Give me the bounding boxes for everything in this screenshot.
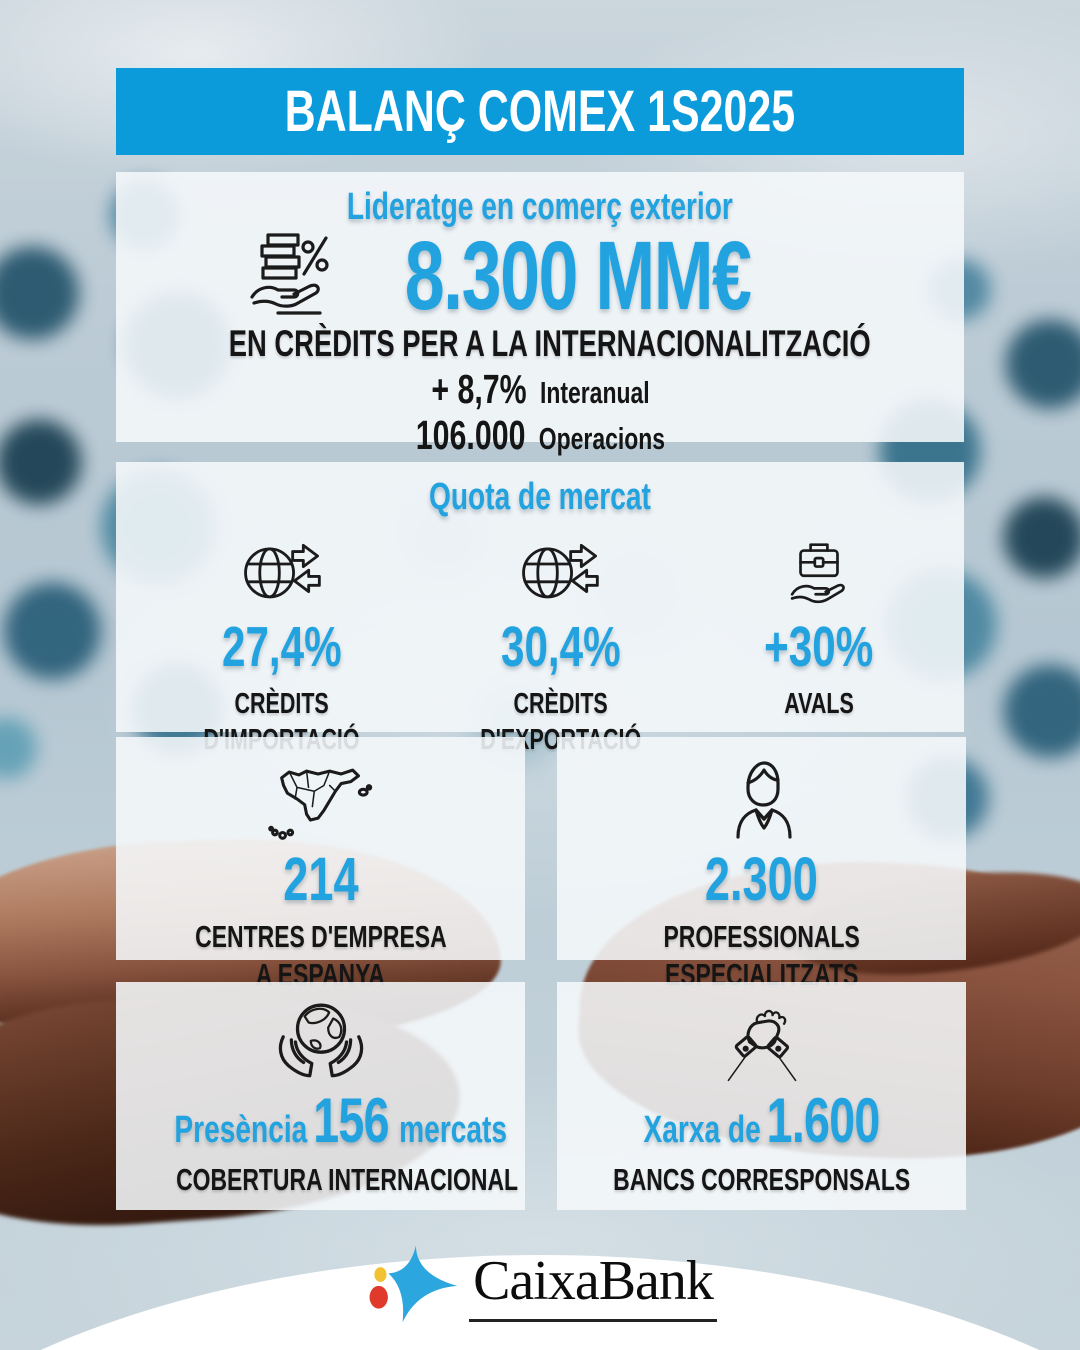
- caixabank-star-icon: [369, 1245, 458, 1323]
- guarantees-value: +30%: [763, 615, 874, 679]
- markets-value: 156: [313, 1086, 389, 1156]
- credit-subtitle: EN CRÈDITS PER A LA INTERNACIONALITZACIÓ: [228, 323, 871, 364]
- professional-icon: [735, 761, 792, 839]
- operations-label: Operacions: [538, 420, 665, 456]
- briefcase-hand-icon: [790, 543, 845, 604]
- operations-value: 106.000: [415, 411, 526, 458]
- globe-hands-icon: [278, 1003, 363, 1078]
- guarantees-column: +30% AVALS: [703, 531, 934, 759]
- globe-import-export-icon: [522, 543, 600, 599]
- network-prefix: Xarxa de: [643, 1109, 761, 1151]
- header-banner: BALANÇ COMEX 1S2025: [116, 68, 964, 155]
- interannual-growth-value: + 8,7%: [430, 366, 527, 412]
- coins-percent-hand-icon: [250, 233, 329, 315]
- leadership-card: Lideratge en comerç exterior 8.300 MM€ E…: [116, 172, 964, 456]
- coverage-label: COBERTURA INTERNACIONAL: [176, 1162, 519, 1197]
- market-share-card: Quota de mercat 27,4% CRÈDITS D'IMPORTAC…: [116, 462, 964, 756]
- guarantees-label: AVALS: [783, 688, 854, 720]
- business-centres-card: 214 CENTRES D'EMPRESA A ESPANYA: [116, 737, 525, 992]
- interannual-growth-label: Interanual: [539, 375, 650, 410]
- import-share-label-1: CRÈDITS: [234, 688, 329, 720]
- correspondent-banks-card: Xarxa de1.600 BANCS CORRESPONSALS: [557, 982, 966, 1210]
- spain-map-icon: [267, 768, 372, 840]
- business-centres-label-1: CENTRES D'EMPRESA: [194, 919, 447, 954]
- professionals-label-1: PROFESSIONALS: [663, 919, 860, 954]
- leadership-title: Lideratge en comerç exterior: [346, 186, 734, 228]
- handshake-icon: [727, 1009, 796, 1082]
- credit-amount: 8.300 MM€: [405, 220, 752, 330]
- export-share-value: 30,4%: [500, 615, 621, 679]
- globe-import-export-icon: [243, 543, 321, 599]
- professionals-value: 2.300: [705, 845, 818, 913]
- coverage-prefix: Presència: [174, 1109, 308, 1151]
- import-credits-column: 27,4% CRÈDITS D'IMPORTACIÓ: [146, 531, 418, 759]
- export-share-label-1: CRÈDITS: [513, 688, 608, 720]
- international-coverage-card: Presència156 mercats COBERTURA INTERNACIO…: [116, 982, 525, 1210]
- brand-wordmark: CaixaBank: [469, 1249, 717, 1322]
- correspondent-banks-label: BANCS CORRESPONSALS: [613, 1162, 910, 1197]
- market-share-title: Quota de mercat: [429, 476, 651, 518]
- export-credits-column: 30,4% CRÈDITS D'EXPORTACIÓ: [418, 531, 703, 759]
- coverage-suffix: mercats: [399, 1109, 508, 1151]
- professionals-card: 2.300 PROFESSIONALS ESPECIALITZATS: [557, 737, 966, 992]
- page-title: BALANÇ COMEX 1S2025: [284, 79, 796, 144]
- import-share-value: 27,4%: [222, 615, 342, 679]
- footer-brand: CaixaBank: [0, 1242, 1080, 1328]
- correspondent-banks-value: 1.600: [766, 1086, 881, 1156]
- business-centres-value: 214: [282, 845, 359, 913]
